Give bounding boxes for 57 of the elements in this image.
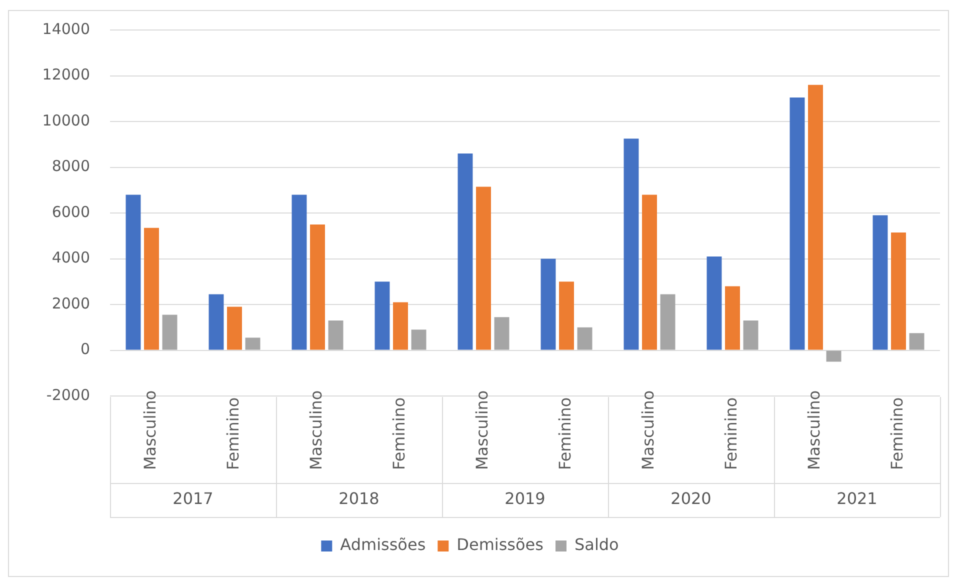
- bar: [826, 350, 842, 362]
- y-tick-label: 0: [80, 340, 90, 358]
- x-tick-label: Masculino: [140, 390, 160, 470]
- bar: [790, 97, 805, 350]
- bar: [411, 330, 426, 350]
- text: 2021: [836, 489, 878, 508]
- x-tick-label: Masculino: [804, 390, 824, 470]
- bar: [144, 228, 159, 350]
- x-tick-label: Feminino: [224, 397, 243, 470]
- y-tick-label: 12000: [42, 66, 90, 84]
- x-tick-label: Masculino: [472, 390, 492, 470]
- bar: [891, 232, 906, 350]
- bar: [909, 333, 924, 350]
- bar: [494, 317, 510, 350]
- bar: [227, 306, 242, 350]
- bar: [540, 258, 556, 350]
- x-tick-label: Feminino: [722, 397, 741, 470]
- bar: [208, 294, 224, 350]
- bar: [126, 194, 141, 350]
- legend-label: Demissões: [456, 535, 544, 554]
- y-tick-label: -2000: [46, 386, 90, 404]
- x-tick-label: Masculino: [306, 390, 326, 470]
- bar: [725, 286, 740, 350]
- bar: [577, 327, 592, 350]
- bar: [245, 338, 260, 350]
- bar: [458, 154, 473, 350]
- legend-label: Saldo: [574, 535, 619, 554]
- y-tick-label: 6000: [52, 202, 90, 221]
- bar: [660, 294, 676, 350]
- x-tick-label: Feminino: [888, 397, 907, 470]
- bar: [743, 320, 758, 350]
- y-tick-label: 2000: [52, 294, 90, 312]
- bar: [872, 215, 888, 350]
- bar: [808, 84, 823, 350]
- bar: [374, 282, 390, 350]
- bar: [559, 282, 574, 350]
- x-tick-label: Feminino: [390, 397, 409, 470]
- x-tick-label: Feminino: [556, 397, 575, 470]
- bar: [162, 314, 178, 350]
- text: 2017: [172, 489, 214, 508]
- bar: [310, 224, 325, 350]
- text: 2018: [338, 489, 380, 508]
- y-tick-label: 8000: [52, 157, 90, 176]
- bar: [642, 194, 657, 350]
- y-tick-label: 14000: [42, 20, 90, 38]
- bar: [476, 186, 491, 350]
- y-tick-label: 10000: [42, 111, 90, 130]
- bar: [624, 138, 639, 350]
- text: 2019: [504, 489, 546, 508]
- bar: [706, 256, 722, 350]
- text: 2020: [670, 489, 712, 508]
- y-tick-label: 4000: [52, 248, 90, 267]
- bar: [292, 194, 307, 350]
- x-tick-label: Masculino: [638, 390, 658, 470]
- bar: [328, 320, 344, 350]
- legend-label: Admissões: [340, 535, 426, 554]
- bar: [393, 302, 408, 350]
